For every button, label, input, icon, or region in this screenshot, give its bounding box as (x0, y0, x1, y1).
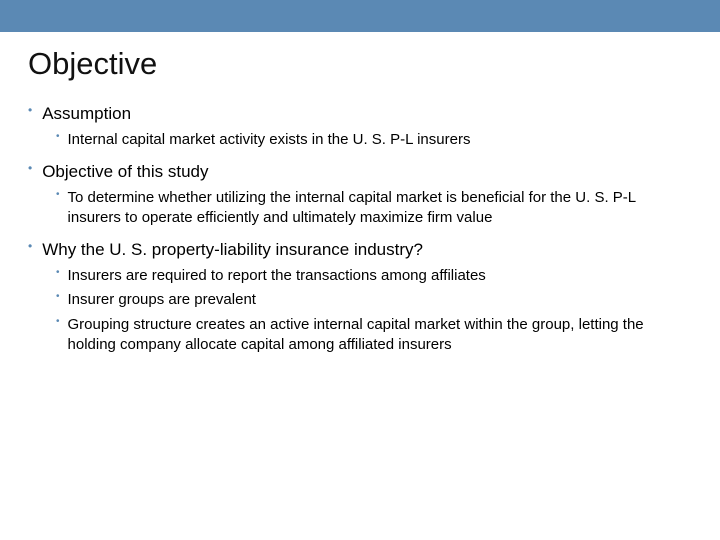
bullet-level-2: • Insurer groups are prevalent (28, 290, 692, 310)
bullet-l1-text: Assumption (42, 102, 131, 126)
bullet-dot-icon: • (56, 290, 60, 304)
bullet-level-1: • Why the U. S. property-liability insura… (28, 238, 692, 262)
slide: Objective • Assumption • Internal capital m… (0, 0, 720, 540)
bullet-level-2: • Grouping structure creates an active in… (28, 315, 692, 356)
bullet-l2-text: To determine whether utilizing the inter… (68, 188, 692, 229)
bullet-dot-icon: • (28, 238, 32, 255)
bullet-level-2: • Insurers are required to report the tra… (28, 266, 692, 286)
bullet-group: • Assumption • Internal capital market acti… (28, 102, 692, 150)
bullet-l2-text: Insurers are required to report the tran… (68, 266, 486, 286)
bullet-group: • Objective of this study • To determine wh… (28, 160, 692, 228)
bullet-level-2: • Internal capital market activity exists… (28, 130, 692, 150)
bullet-level-2: • To determine whether utilizing the inte… (28, 188, 692, 229)
bullet-dot-icon: • (28, 102, 32, 119)
bullet-dot-icon: • (28, 160, 32, 177)
bullet-l2-text: Grouping structure creates an active int… (68, 315, 692, 356)
bullet-level-1: • Assumption (28, 102, 692, 126)
bullet-dot-icon: • (56, 315, 60, 329)
top-accent-bar (0, 0, 720, 32)
bullet-l2-text: Insurer groups are prevalent (68, 290, 256, 310)
bullet-level-1: • Objective of this study (28, 160, 692, 184)
bullet-dot-icon: • (56, 266, 60, 280)
bullet-l1-text: Objective of this study (42, 160, 208, 184)
bullet-group: • Why the U. S. property-liability insura… (28, 238, 692, 355)
bullet-dot-icon: • (56, 130, 60, 144)
slide-content: • Assumption • Internal capital market acti… (0, 90, 720, 355)
bullet-dot-icon: • (56, 188, 60, 202)
bullet-l2-text: Internal capital market activity exists … (68, 130, 471, 150)
slide-title: Objective (0, 32, 720, 90)
bullet-l1-text: Why the U. S. property-liability insuran… (42, 238, 423, 262)
